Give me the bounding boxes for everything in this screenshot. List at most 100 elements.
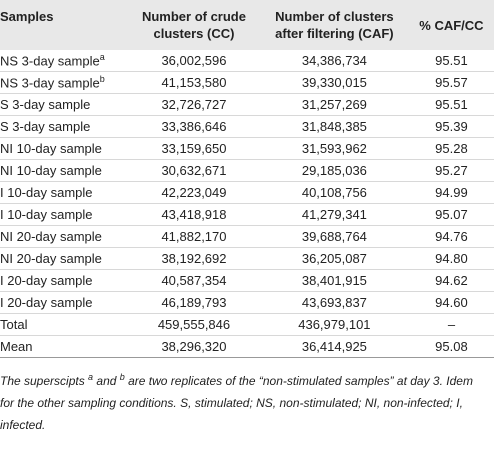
value-cell: 31,257,269: [259, 93, 409, 116]
sample-cell: I 10-day sample: [0, 203, 129, 226]
sample-cell: NS 3-day samplea: [0, 50, 129, 72]
table-header: Samples Number of crude clusters (CC) Numbe…: [0, 0, 494, 50]
value-cell: 34,386,734: [259, 50, 409, 72]
value-cell: 94.80: [408, 247, 494, 270]
header-row: Samples Number of crude clusters (CC) Numbe…: [0, 0, 494, 50]
value-cell: 95.57: [408, 71, 494, 94]
value-cell: 43,693,837: [259, 291, 409, 314]
table-row: NI 10-day sample 30,632,671 29,185,036 95.2…: [0, 159, 494, 182]
footnote: The superscipts a and b are two replicat…: [0, 366, 494, 436]
sample-cell: I 10-day sample: [0, 181, 129, 204]
value-cell: 40,587,354: [128, 269, 260, 292]
value-cell: 41,153,580: [128, 71, 260, 94]
value-cell: 95.08: [408, 335, 494, 358]
column-header: Number of crude clusters (CC): [128, 0, 260, 50]
table-row: Mean 38,296,320 36,414,925 95.08: [0, 335, 494, 358]
header-text: Samples: [0, 9, 54, 24]
sample-cell: Total: [0, 313, 129, 336]
sample-name: NI 10-day sample: [0, 163, 102, 178]
sample-cell: NI 10-day sample: [0, 137, 129, 160]
sample-name: NS 3-day sample: [0, 53, 100, 69]
sample-name: Total: [0, 317, 28, 332]
sample-name: I 20-day sample: [0, 273, 93, 288]
value-cell: 36,002,596: [128, 50, 260, 72]
sample-name: S 3-day sample: [0, 97, 91, 112]
value-cell: 33,159,650: [128, 137, 260, 160]
value-cell: 95.27: [408, 159, 494, 182]
sample-name: I 20-day sample: [0, 295, 93, 310]
value-cell: –: [408, 313, 494, 336]
table-row: S 3-day sample 32,726,727 31,257,269 95.51: [0, 93, 494, 116]
value-cell: 39,330,015: [259, 71, 409, 94]
sample-cell: NI 10-day sample: [0, 159, 129, 182]
value-cell: 95.51: [408, 50, 494, 72]
value-cell: 95.39: [408, 115, 494, 138]
superscript: a: [99, 52, 105, 63]
table-row: NI 20-day sample 38,192,692 36,205,087 94.8…: [0, 247, 494, 270]
value-cell: 46,189,793: [128, 291, 260, 314]
value-cell: 94.76: [408, 225, 494, 248]
value-cell: 38,192,692: [128, 247, 260, 270]
sample-name: NI 10-day sample: [0, 141, 102, 156]
value-cell: 32,726,727: [128, 93, 260, 116]
sample-name: NS 3-day sample: [0, 75, 100, 91]
value-cell: 38,296,320: [128, 335, 260, 358]
table-row: NI 20-day sample 41,882,170 39,688,764 94.7…: [0, 225, 494, 248]
sample-cell: S 3-day sample: [0, 115, 129, 138]
table-row: Total 459,555,846 436,979,101–: [0, 313, 494, 336]
value-cell: 436,979,101: [259, 313, 409, 336]
value-cell: 95.28: [408, 137, 494, 160]
sample-name: I 10-day sample: [0, 185, 93, 200]
table-row: I 10-day sample 43,418,918 41,279,341 95.07: [0, 203, 494, 226]
superscript: a: [88, 372, 94, 382]
table-row: NS 3-day samplea 36,002,596 34,386,734 95.5…: [0, 50, 494, 72]
footnote-text: The superscipts: [0, 374, 89, 388]
table-row: NS 3-day sampleb 41,153,580 39,330,015 95.5…: [0, 71, 494, 94]
sample-cell: Mean: [0, 335, 129, 358]
value-cell: 40,108,756: [259, 181, 409, 204]
header-text: clusters (CC): [153, 26, 235, 41]
superscript: b: [119, 372, 125, 382]
sample-name: Mean: [0, 339, 33, 354]
table-row: NI 10-day sample 33,159,650 31,593,962 95.2…: [0, 137, 494, 160]
value-cell: 29,185,036: [259, 159, 409, 182]
column-header: Samples: [0, 0, 128, 50]
sample-cell: NI 20-day sample: [0, 247, 129, 270]
footnote-text: and: [93, 374, 120, 388]
value-cell: 39,688,764: [259, 225, 409, 248]
value-cell: 36,205,087: [259, 247, 409, 270]
value-cell: 459,555,846: [128, 313, 260, 336]
sample-cell: NI 20-day sample: [0, 225, 129, 248]
sample-name: NI 20-day sample: [0, 229, 102, 244]
table-row: I 10-day sample 42,223,049 40,108,756 94.99: [0, 181, 494, 204]
data-table: Samples Number of crude clusters (CC) Numbe…: [0, 0, 494, 358]
value-cell: 95.07: [408, 203, 494, 226]
value-cell: 41,279,341: [259, 203, 409, 226]
value-cell: 41,882,170: [128, 225, 260, 248]
value-cell: 31,848,385: [259, 115, 409, 138]
value-cell: 42,223,049: [128, 181, 260, 204]
header-text: Number of clusters: [275, 9, 394, 24]
sample-cell: I 20-day sample: [0, 269, 129, 292]
value-cell: 36,414,925: [259, 335, 409, 358]
sample-cell: NS 3-day sampleb: [0, 71, 129, 94]
value-cell: 94.60: [408, 291, 494, 314]
value-cell: 43,418,918: [128, 203, 260, 226]
sample-cell: S 3-day sample: [0, 93, 129, 116]
value-cell: 31,593,962: [259, 137, 409, 160]
value-cell: 38,401,915: [259, 269, 409, 292]
sample-name: S 3-day sample: [0, 119, 91, 134]
superscript: b: [99, 74, 105, 85]
value-cell: 30,632,671: [128, 159, 260, 182]
header-text: % CAF/CC: [419, 17, 484, 33]
header-text: after filtering (CAF): [275, 26, 394, 41]
table-row: S 3-day sample 33,386,646 31,848,385 95.39: [0, 115, 494, 138]
sample-name: I 10-day sample: [0, 207, 93, 222]
table-body: NS 3-day samplea 36,002,596 34,386,734 95.5…: [0, 50, 494, 358]
footnote-text: are two replicates of the “non-stimulate…: [0, 374, 473, 432]
column-header: % CAF/CC: [409, 0, 494, 50]
value-cell: 95.51: [408, 93, 494, 116]
header-text: Number of crude: [141, 9, 246, 24]
sample-name: NI 20-day sample: [0, 251, 102, 266]
